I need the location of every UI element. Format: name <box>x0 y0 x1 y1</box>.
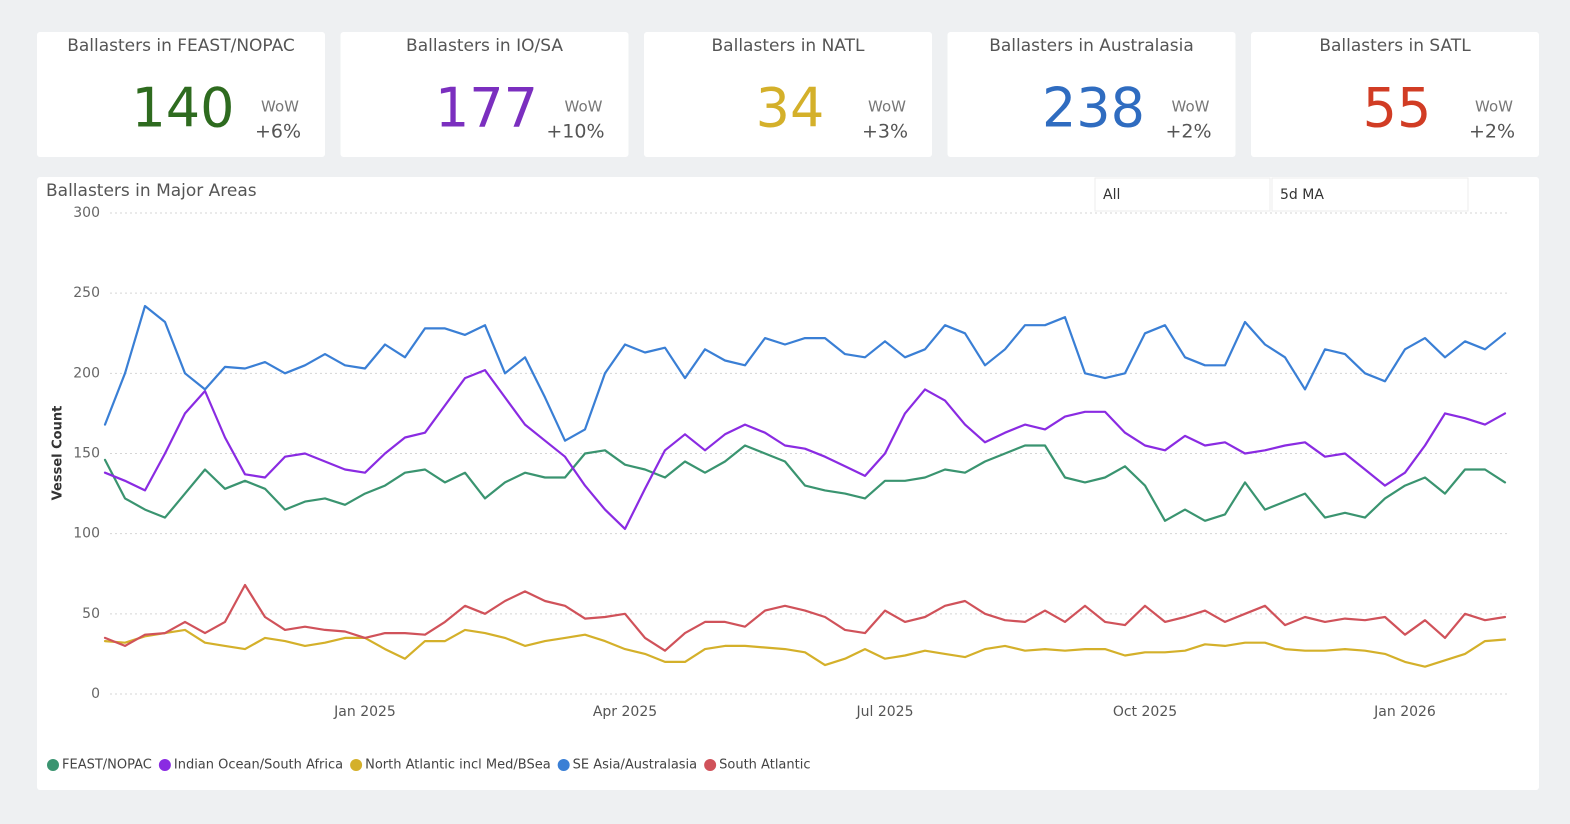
kpi-change: +6% <box>255 121 301 143</box>
x-tick-label: Apr 2025 <box>593 704 657 720</box>
slicer-label[interactable]: 5d MA <box>1280 187 1324 203</box>
kpi-title: Ballasters in FEAST/NOPAC <box>67 36 295 56</box>
legend-swatch <box>704 759 717 771</box>
chart-panel <box>37 177 1539 790</box>
kpi-wow-label: WoW <box>1172 98 1210 116</box>
slicer[interactable] <box>1271 177 1469 212</box>
series-line <box>103 444 1507 522</box>
y-tick-label: 150 <box>73 446 100 462</box>
kpi-title: Ballasters in NATL <box>712 36 865 56</box>
y-tick-label: 50 <box>82 606 100 622</box>
kpi-value: 140 <box>131 77 234 140</box>
kpi-wow-label: WoW <box>1475 98 1513 116</box>
x-tick-label: Jul 2025 <box>856 704 914 720</box>
kpi-change: +2% <box>1165 121 1211 143</box>
series-line <box>103 583 1507 652</box>
y-tick-label: 0 <box>91 686 100 702</box>
chart-title: Ballasters in Major Areas <box>46 181 257 201</box>
kpi-card <box>644 32 932 157</box>
y-axis-title: Vessel Count <box>51 406 66 501</box>
kpi-value: 55 <box>1363 77 1432 140</box>
kpi-title: Ballasters in IO/SA <box>406 36 563 56</box>
y-tick-label: 200 <box>73 365 100 381</box>
kpi-wow-label: WoW <box>261 98 299 116</box>
legend-label: FEAST/NOPAC <box>62 758 152 773</box>
legend-label: SE Asia/Australasia <box>573 758 697 773</box>
kpi-value: 238 <box>1042 77 1145 140</box>
legend-swatch <box>350 759 363 771</box>
x-tick-label: Jan 2026 <box>1373 704 1436 720</box>
kpi-card <box>947 32 1236 157</box>
legend-swatch <box>158 759 171 771</box>
legend-swatch <box>557 759 570 771</box>
kpi-change: +2% <box>1469 121 1515 143</box>
kpi-change: +3% <box>862 121 908 143</box>
kpi-title: Ballasters in Australasia <box>989 36 1194 56</box>
legend-label: South Atlantic <box>719 758 810 773</box>
series-line <box>103 304 1507 442</box>
kpi-title: Ballasters in SATL <box>1319 36 1471 56</box>
kpi-card <box>1251 32 1539 157</box>
series-line <box>103 369 1507 530</box>
kpi-wow-label: WoW <box>868 98 906 116</box>
slicer[interactable] <box>1094 177 1271 212</box>
kpi-wow-label: WoW <box>565 98 603 116</box>
x-tick-label: Jan 2025 <box>333 704 396 720</box>
series-line <box>103 628 1507 668</box>
kpi-card <box>37 32 325 157</box>
y-tick-label: 300 <box>73 205 100 221</box>
kpi-change: +10% <box>546 121 604 143</box>
slicer-label[interactable]: All <box>1103 187 1120 203</box>
kpi-card <box>340 32 629 157</box>
y-tick-label: 100 <box>73 526 100 542</box>
legend-label: Indian Ocean/South Africa <box>174 758 343 773</box>
kpi-value: 34 <box>756 77 825 140</box>
legend-swatch <box>47 759 59 771</box>
y-tick-label: 250 <box>73 285 100 301</box>
legend-label: North Atlantic incl Med/BSea <box>365 758 551 773</box>
kpi-value: 177 <box>435 77 538 140</box>
x-tick-label: Oct 2025 <box>1113 704 1177 720</box>
